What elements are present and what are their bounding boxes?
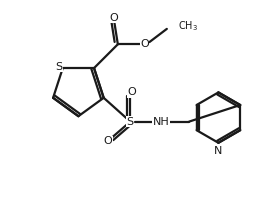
Text: NH: NH <box>153 117 169 127</box>
Text: O: O <box>127 87 136 97</box>
Text: N: N <box>214 146 223 156</box>
Text: O: O <box>104 136 112 146</box>
Text: S: S <box>127 117 134 127</box>
Text: S: S <box>55 62 62 72</box>
Text: O: O <box>109 13 118 23</box>
Text: CH$_3$: CH$_3$ <box>178 19 198 33</box>
Text: O: O <box>140 39 149 49</box>
